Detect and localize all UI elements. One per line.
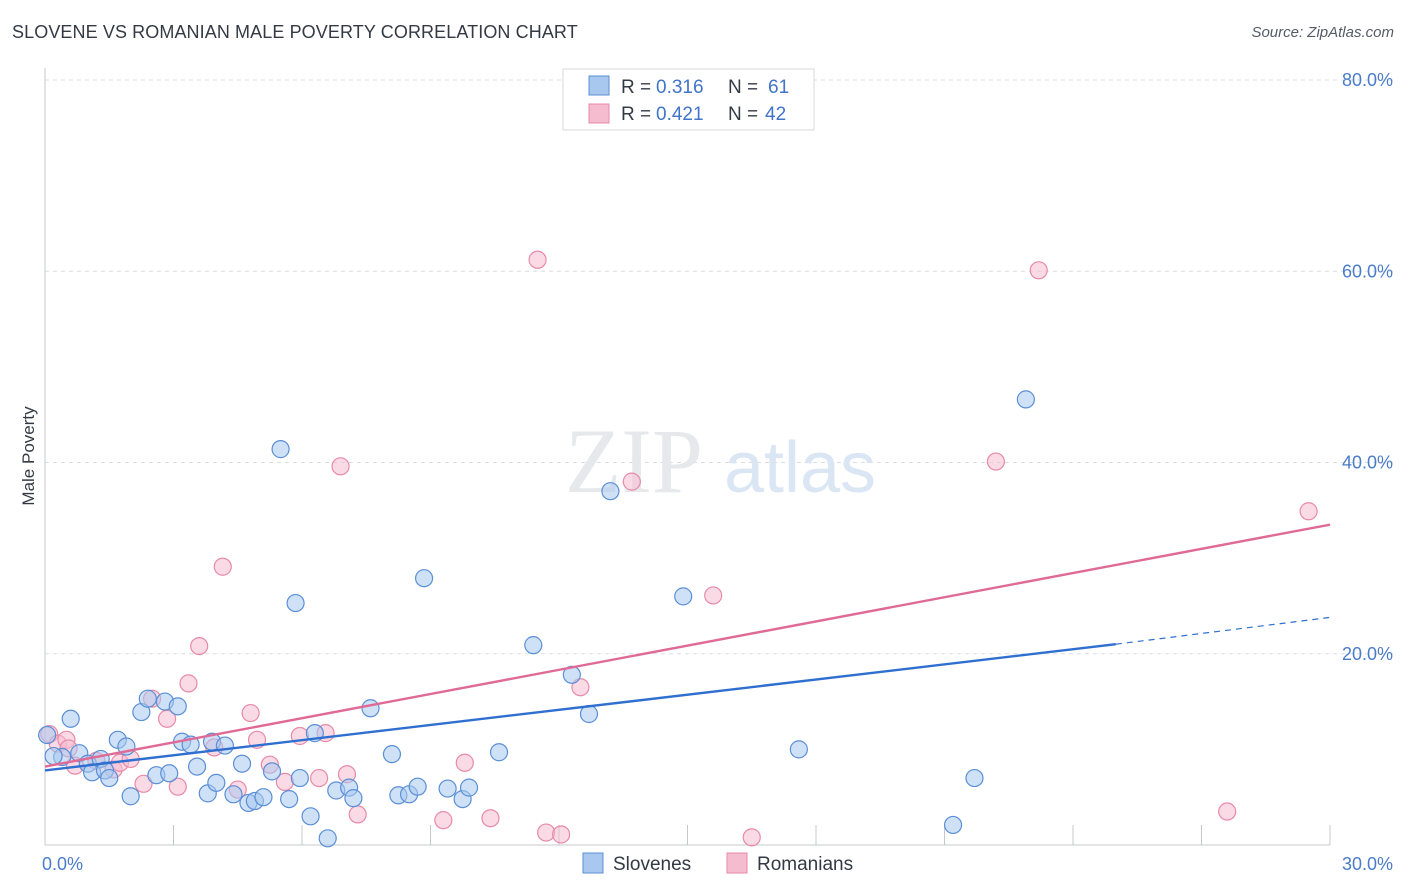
legend-r-value-romanians: 0.421 [656,104,704,125]
slovene-point-41 [361,699,380,718]
slovene-point-30 [262,762,282,781]
slovene-point-42 [382,745,402,764]
slovene-point-8 [100,768,119,788]
y-tick-label-60: 60.0% [1342,261,1393,281]
slovene-point-20 [187,757,207,776]
romanian-point-33 [571,678,590,697]
watermark-atlas: atlas [724,428,876,508]
series-legend: Slovenes Romanians [582,852,853,875]
legend-n-value-romanians: 42 [765,104,786,125]
slovene-point-59 [1016,390,1035,409]
slovene-point-33 [286,593,305,613]
slovene-point-50 [489,743,509,762]
slovene-point-17 [168,697,187,716]
slovene-point-23 [207,773,226,792]
legend-n-label-slovenes: N = [728,77,758,98]
slovene-point-47 [438,779,457,798]
slovene-point-16 [160,764,179,783]
legend-n-label-romanians: N = [728,104,758,125]
y-tick-label-80: 80.0% [1342,70,1393,90]
romanian-point-27 [434,811,453,830]
slovenes-trend-extension [1115,616,1331,645]
y-gridlines [45,79,1393,655]
slovene-point-31 [271,440,290,459]
romanian-point-36 [742,828,761,847]
slovene-point-29 [254,788,273,807]
romanian-point-28 [455,753,474,772]
slovene-point-25 [224,785,243,804]
y-axis-label: Male Poverty [19,406,38,506]
romanian-point-35 [704,586,723,605]
correlation-legend: R = 0.316 N = 61 R = 0.421 N = 42 [562,68,815,131]
legend-swatch-slovenes [588,75,610,96]
legend-r-label-romanians: R = [621,104,651,125]
slovene-point-56 [789,740,808,759]
romanian-point-15 [213,557,232,576]
romanian-point-34 [622,472,641,491]
y-tick-label-20: 20.0% [1342,644,1393,664]
slovene-point-24 [215,736,234,755]
slovene-point-26 [232,754,252,773]
slovene-point-11 [121,787,140,806]
source-credit: Source: ZipAtlas.com [1251,24,1394,41]
legend-r-label-slovenes: R = [621,77,651,98]
romanian-point-24 [331,457,350,476]
bottom-legend-swatch-slovenes [582,852,604,874]
slovene-point-34 [290,768,309,788]
slovenes-trend-line [44,642,1116,772]
slovene-point-57 [943,815,963,835]
x-tick-label-30: 30.0% [1342,854,1393,874]
trend-lines [44,523,1331,772]
romanian-point-30 [528,250,547,269]
slovene-point-32 [280,789,299,809]
romanian-point-39 [1218,802,1237,821]
romanian-point-31 [537,823,556,842]
romanian-point-26 [348,805,367,824]
slovene-point-54 [601,482,620,501]
slovene-point-45 [408,777,427,796]
slovene-point-55 [674,587,693,606]
romanian-point-29 [481,809,500,828]
slovene-point-13 [138,689,157,708]
slovene-point-2 [61,709,80,728]
legend-r-value-slovenes: 0.316 [656,77,704,98]
romanian-point-22 [310,768,329,788]
slovenes-points [38,390,1035,848]
slovene-point-60 [44,746,63,766]
watermark: ZIP atlas [565,410,876,512]
romanians-trend-line [44,523,1331,768]
romanian-point-13 [190,636,209,656]
x-tick-label-0: 0.0% [42,854,83,874]
slovene-point-35 [301,807,320,826]
slovene-point-58 [965,768,984,788]
romanian-point-38 [1029,261,1048,280]
bottom-legend-label-slovenes: Slovenes [613,854,691,875]
romanians-points [40,250,1318,847]
bottom-legend-swatch-romanians [726,852,748,874]
romanian-point-32 [552,825,571,844]
romanian-point-17 [241,703,260,723]
romanian-point-11 [168,777,187,796]
slovene-point-51 [524,636,543,655]
bottom-legend-label-romanians: Romanians [757,854,853,875]
slovene-point-40 [344,789,363,808]
romanian-point-12 [179,674,198,693]
romanian-point-37 [986,452,1006,471]
slovene-point-0 [38,725,57,745]
legend-n-value-slovenes: 61 [768,77,789,98]
y-tick-label-40: 40.0% [1342,453,1393,473]
tick-labels: 20.0% 40.0% 60.0% 80.0% 0.0% 30.0% [42,70,1393,874]
slovene-point-46 [414,569,434,588]
legend-swatch-romanians [588,103,610,124]
slovene-point-37 [318,829,337,848]
romanian-point-40 [1299,502,1318,521]
slovene-point-49 [459,778,479,797]
romanian-point-8 [134,774,153,793]
chart-title: SLOVENE VS ROMANIAN MALE POVERTY CORRELA… [12,22,578,42]
watermark-zip: ZIP [565,410,703,512]
